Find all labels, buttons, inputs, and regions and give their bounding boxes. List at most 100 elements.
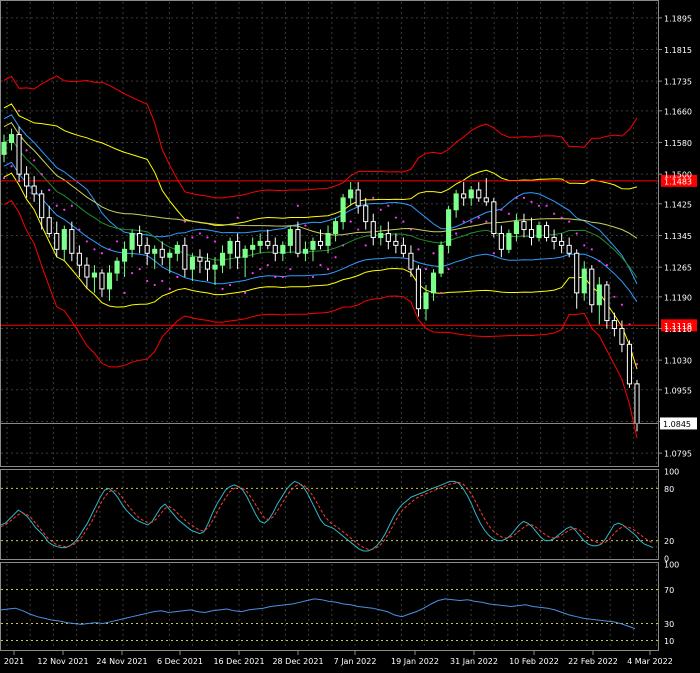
psar-dot <box>613 295 616 298</box>
candle-body <box>596 284 602 306</box>
psar-dot <box>537 204 541 207</box>
grid <box>1 2 658 649</box>
candle-body <box>626 343 633 385</box>
level-price-label: 1.1118 <box>664 322 692 331</box>
psar-dot <box>583 244 586 247</box>
psar-dot <box>40 173 43 176</box>
candle-body <box>559 240 565 246</box>
candle-body <box>310 240 316 250</box>
candle-body <box>340 197 346 223</box>
price-tick-label: 1.1345 <box>664 232 692 241</box>
psar-dot <box>349 220 352 223</box>
candle-body <box>219 252 226 266</box>
psar-dot <box>55 204 58 207</box>
candle-body <box>250 244 256 250</box>
rsi-tick-label: 70 <box>664 586 674 595</box>
time-tick-label: 28 Dec 2021 <box>272 657 323 666</box>
candle-body <box>604 284 610 322</box>
candle-body <box>24 173 30 187</box>
candle-body <box>69 229 75 254</box>
psar-dot <box>424 268 428 271</box>
bollinger-lower-outer <box>3 200 638 439</box>
psar-dot <box>605 264 608 267</box>
candle-body <box>1 141 7 155</box>
current-price-label: 1.0845 <box>663 420 691 429</box>
psar-dot <box>296 204 299 207</box>
psar-dot <box>590 248 593 251</box>
psar-dot <box>2 176 6 180</box>
psar-dot <box>553 212 556 215</box>
psar-dot <box>620 303 624 306</box>
candle-body <box>106 272 113 290</box>
psar-dot <box>78 228 81 231</box>
candle-body <box>159 248 165 258</box>
psar-dot <box>311 275 315 279</box>
candle-body <box>430 272 437 294</box>
price-tick-label: 1.1580 <box>664 139 692 148</box>
candle-body <box>84 264 90 278</box>
psar-dot <box>48 188 51 192</box>
price-tick-label: 1.1425 <box>664 200 692 209</box>
candle-body <box>302 248 309 254</box>
rsi-panel-border <box>0 562 659 651</box>
psar-dot <box>326 268 330 271</box>
psar-dot <box>334 256 337 259</box>
candle-body <box>287 229 293 246</box>
psar-dot <box>85 240 88 243</box>
candle-body <box>114 260 120 274</box>
level-price-label: 1.1483 <box>664 177 692 186</box>
psar-dot <box>274 275 277 279</box>
psar-dot <box>409 228 413 231</box>
candle-body <box>415 268 422 310</box>
time-axis: 2021 12 Nov 2021 24 Nov 2021 6 Dec 2021 16 D… <box>4 651 673 666</box>
psar-dot <box>176 275 179 279</box>
candle-body <box>16 134 22 175</box>
candle-body <box>528 229 535 238</box>
candle-body <box>76 252 82 266</box>
psar-dot <box>515 196 518 199</box>
candle-body <box>182 244 188 270</box>
psar-dot <box>470 220 473 223</box>
candle-body <box>167 252 173 258</box>
psar-dot <box>545 204 548 207</box>
candle-body <box>408 252 414 270</box>
candle-body <box>619 327 625 345</box>
price-axis: 1.18951.18151.17351.16601.15801.15001.14… <box>1 14 697 459</box>
candle-body <box>498 233 504 250</box>
psar-dot <box>560 216 563 219</box>
candle-body <box>325 233 331 246</box>
candle-body <box>574 252 580 294</box>
psar-dot <box>168 287 171 291</box>
candle-body <box>468 189 474 199</box>
level-price-box <box>661 319 697 332</box>
psar-dot <box>364 244 367 247</box>
price-tick-label: 1.1110 <box>664 325 692 334</box>
psar-dot <box>635 362 639 366</box>
candle-body <box>566 244 572 254</box>
candle-body <box>39 193 45 219</box>
candles <box>1 126 640 432</box>
oscillator-line <box>0 481 654 550</box>
psar-dot <box>259 268 262 271</box>
price-tick-label: 1.1815 <box>664 46 692 55</box>
oscillator: 100 80 20 0 <box>0 468 679 564</box>
psar-dot <box>530 200 533 203</box>
candle-body <box>121 248 128 262</box>
horizontal-levels: 1.1483 1.1118 <box>1 174 697 332</box>
candle-body <box>543 225 550 238</box>
psar-dot <box>304 224 307 227</box>
candle-body <box>317 240 324 246</box>
rsi-tick-label: 100 <box>664 561 679 570</box>
psar-dot <box>492 252 495 255</box>
price-tick-label: 1.1500 <box>664 171 692 180</box>
candle-body <box>446 209 452 246</box>
oscillator-tick-label: 80 <box>664 485 674 494</box>
psar-dot <box>439 291 443 294</box>
psar-dot <box>213 240 217 243</box>
rsi-tick-label: 10 <box>664 637 674 646</box>
candle-body <box>355 189 361 207</box>
psar-dot <box>342 244 345 247</box>
candle-body <box>31 185 37 195</box>
candle-body <box>423 292 429 310</box>
